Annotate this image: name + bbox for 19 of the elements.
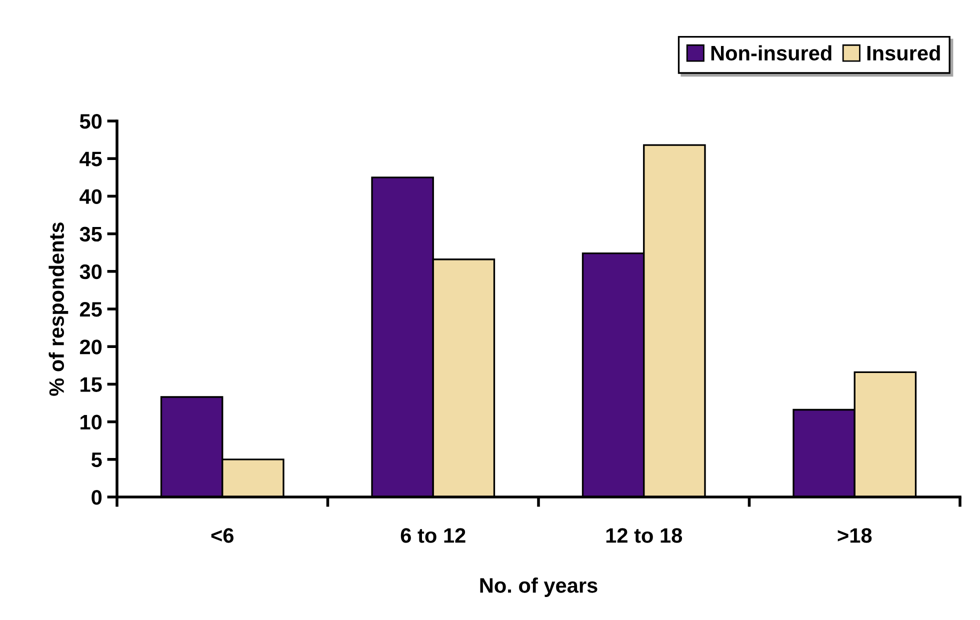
y-tick-label: 20	[80, 340, 102, 354]
y-tick-label: 50	[80, 114, 102, 129]
y-tick-label: 15	[80, 377, 102, 392]
y-tick-label: 35	[80, 226, 102, 242]
x-tick-label: 12 to 18	[606, 528, 682, 543]
x-tick-label: >18	[838, 528, 872, 543]
y-tick-label: 5	[91, 452, 102, 468]
y-tick-label: 40	[80, 189, 102, 204]
x-axis-title: No. of years	[480, 578, 598, 597]
legend-label: Insured	[867, 45, 940, 61]
legend-label: Non-insured	[711, 45, 832, 61]
y-axis-title: % of respondents	[48, 222, 68, 396]
y-tick-label: 25	[80, 302, 102, 317]
y-tick-label: 30	[80, 264, 102, 280]
y-tick-label: 10	[80, 414, 102, 430]
y-tick-label: 0	[92, 490, 102, 505]
x-tick-label: <6	[211, 528, 234, 543]
y-tick-label: 45	[80, 152, 102, 166]
x-tick-label: 6 to 12	[400, 528, 466, 543]
